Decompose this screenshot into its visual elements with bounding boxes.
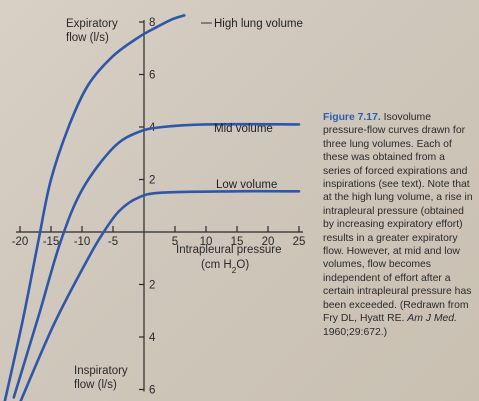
y-tick-label: 2 <box>149 175 155 187</box>
series-labels: High lung volume Mid volume Low volume <box>201 18 303 191</box>
x-tick-label: -5 <box>108 236 118 248</box>
x-axis-unit-subscript: 2 <box>232 265 237 275</box>
y-axis-title-inspiratory-line2: flow (l/s) <box>74 379 117 391</box>
figure-caption: Figure 7.17. Isovolume pressure-flow cur… <box>323 111 473 339</box>
x-axis-ticks: -20 -15 -10 -5 5 10 15 20 25 <box>12 226 306 248</box>
y-tick-label: 4 <box>149 332 156 344</box>
x-axis-unit-end: O) <box>236 259 249 271</box>
figure-label: Figure 7.17. <box>323 112 381 123</box>
y-axis-title-expiratory-line1: Expiratory <box>66 18 118 30</box>
y-tick-label: 2 <box>149 280 155 292</box>
series-label-mid-volume: Mid volume <box>214 123 273 135</box>
curve-mid-volume <box>12 122 301 399</box>
caption-reference-rest: 1960;29:672.) <box>323 326 388 338</box>
series-label-low-volume: Low volume <box>216 179 277 191</box>
x-tick-label: 5 <box>172 236 178 248</box>
caption-reference-journal: Am J Med. <box>407 313 457 325</box>
curve-high-lung-volume <box>3 14 186 401</box>
x-tick-label: 20 <box>262 236 275 248</box>
x-axis-unit: (cm H2O) <box>201 259 249 275</box>
y-tick-label: 6 <box>149 385 155 397</box>
x-tick-label: -15 <box>43 236 60 248</box>
curve-low-volume <box>19 189 301 401</box>
x-tick-label: -10 <box>74 236 91 248</box>
x-tick-label: -20 <box>12 236 29 248</box>
caption-text: Isovolume pressure-flow curves drawn for… <box>323 112 473 325</box>
series-label-high-lung-volume: High lung volume <box>214 18 303 30</box>
y-tick-label: 8 <box>149 17 155 29</box>
y-axis-title-expiratory-line2: flow (l/s) <box>66 32 109 44</box>
curves <box>3 14 301 401</box>
x-axis-unit-main: (cm H <box>201 259 232 271</box>
x-axis-title: Intrapleural pressure <box>176 244 281 256</box>
y-axis-title-inspiratory-line1: Inspiratory <box>74 365 128 377</box>
x-tick-label: 10 <box>200 236 213 248</box>
x-tick-label: 15 <box>231 236 244 248</box>
y-tick-label: 6 <box>149 70 155 82</box>
axes <box>16 20 303 392</box>
x-tick-label: 25 <box>293 236 306 248</box>
